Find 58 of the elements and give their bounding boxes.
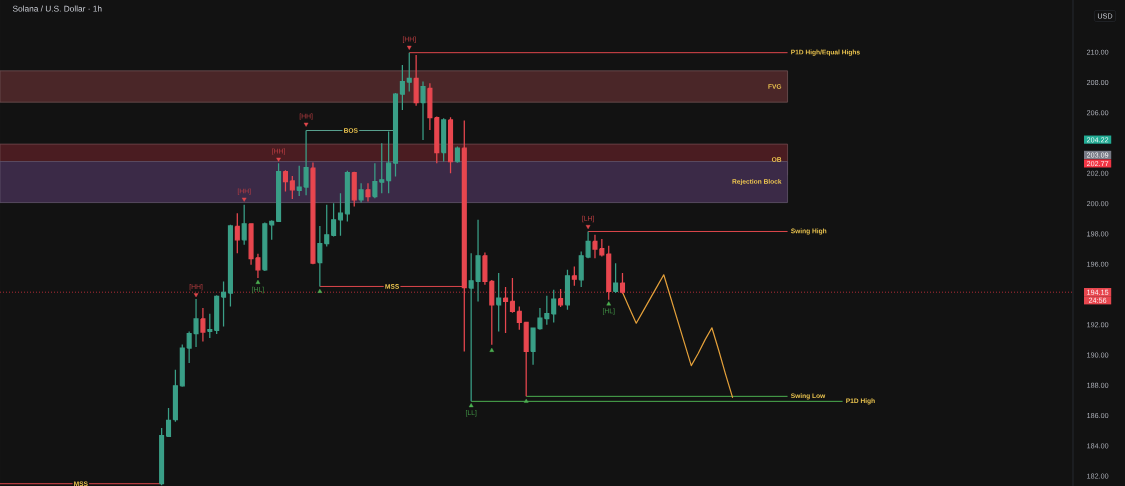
candlestick bbox=[200, 307, 206, 343]
candlestick bbox=[234, 212, 240, 254]
candlestick bbox=[296, 165, 302, 197]
candlestick bbox=[165, 407, 172, 438]
candlestick bbox=[420, 80, 426, 141]
candlestick bbox=[558, 288, 564, 308]
candlestick bbox=[220, 280, 227, 328]
candlestick bbox=[516, 305, 522, 331]
candlestick bbox=[447, 116, 454, 174]
point bbox=[585, 225, 591, 230]
candlestick bbox=[269, 219, 275, 241]
candlestick bbox=[564, 269, 571, 311]
candlestick bbox=[379, 142, 385, 194]
candlestick bbox=[282, 169, 289, 193]
candlestick bbox=[551, 289, 557, 324]
candlestick bbox=[571, 265, 577, 287]
candlestick bbox=[241, 204, 247, 246]
candlestick bbox=[386, 130, 392, 194]
candlestick bbox=[324, 204, 330, 248]
candlestick bbox=[427, 82, 433, 131]
candlestick bbox=[503, 286, 509, 334]
candlestick bbox=[509, 277, 515, 314]
candlestick bbox=[331, 202, 337, 238]
candlestick bbox=[289, 175, 295, 200]
point bbox=[276, 157, 281, 162]
candlestick bbox=[482, 251, 488, 286]
candlestick bbox=[207, 313, 213, 339]
candlestick bbox=[317, 225, 323, 288]
point bbox=[489, 347, 495, 352]
candlestick bbox=[365, 182, 371, 203]
candlestick bbox=[310, 161, 316, 265]
point bbox=[523, 398, 529, 403]
candlestick bbox=[523, 321, 529, 397]
candlestick bbox=[489, 279, 495, 346]
point bbox=[303, 122, 309, 127]
point bbox=[193, 293, 199, 298]
point bbox=[317, 288, 323, 293]
point bbox=[606, 301, 612, 306]
text: Solana / U.S. Dollar · 1h bbox=[12, 5, 102, 12]
candlestick bbox=[172, 369, 178, 423]
candlestick bbox=[613, 262, 619, 294]
candlestick bbox=[372, 162, 378, 199]
point bbox=[406, 45, 412, 50]
candlestick bbox=[413, 54, 419, 107]
candlestick bbox=[441, 117, 447, 163]
candlestick bbox=[303, 129, 309, 196]
candlestick bbox=[399, 64, 405, 111]
point bbox=[468, 403, 474, 408]
candlestick bbox=[496, 272, 502, 333]
candlestick bbox=[606, 245, 612, 301]
candlestick bbox=[406, 52, 412, 93]
point bbox=[255, 279, 261, 284]
candlestick bbox=[358, 182, 364, 204]
candlestick bbox=[619, 272, 626, 295]
point bbox=[241, 197, 247, 202]
candlestick bbox=[585, 230, 591, 259]
candlestick bbox=[578, 250, 584, 288]
candlestick bbox=[337, 192, 344, 237]
